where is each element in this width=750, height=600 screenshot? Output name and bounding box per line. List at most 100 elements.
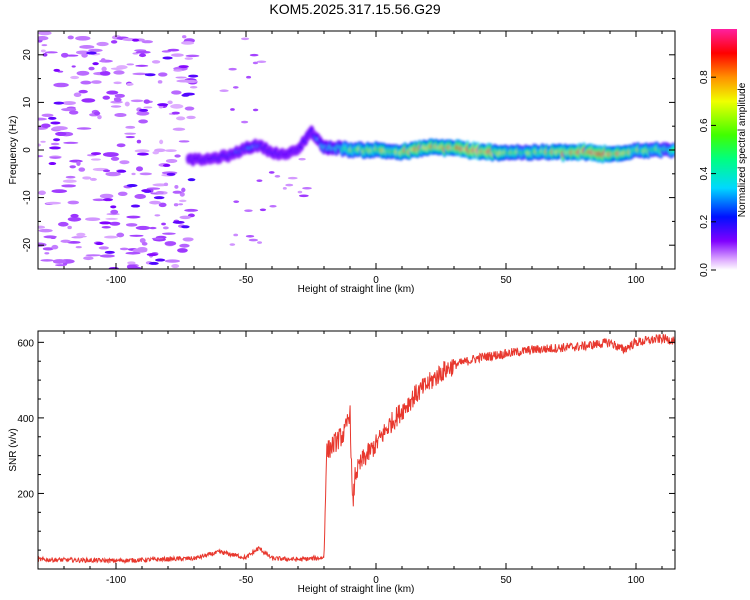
y-bottom-tick-label: 200 (17, 489, 34, 500)
heatmap-noise-blob (166, 172, 176, 176)
x-top-tick-label: -100 (106, 275, 126, 286)
heatmap-noise-blob (158, 202, 167, 208)
x-bottom-tick-label: -50 (239, 575, 254, 586)
heatmap-noise-blob (38, 190, 46, 196)
x-ticks-top: -100 -50 0 50 100 (37, 31, 663, 286)
heatmap-noise-blob (141, 241, 148, 246)
heatmap-noise-blob (96, 41, 109, 47)
heatmap-noise-blob (170, 104, 184, 109)
heatmap-noise-blob (151, 60, 161, 64)
heatmap-noise-blob (155, 258, 166, 262)
heatmap-noise-blob (38, 36, 49, 41)
heatmap-noise-blob (48, 162, 57, 166)
heatmap-noise-blob (172, 127, 186, 131)
snr-series-line (38, 333, 675, 565)
heatmap-noise-blob (248, 238, 259, 242)
heatmap-noise-blob (172, 220, 185, 224)
heatmap-noise-blob (124, 101, 130, 107)
heatmap-noise-blob (178, 65, 189, 69)
heatmap-noise-blob (88, 48, 103, 52)
heatmap-noise-blob (67, 35, 74, 40)
heatmap-noise-blob (229, 243, 236, 246)
x-bottom-tick-label: 0 (373, 575, 379, 586)
colorbar-tick-label: 0.8 (699, 70, 710, 84)
heatmap-noise-blob (187, 178, 196, 182)
heatmap-noise-blob (89, 177, 97, 181)
heatmap-noise-blob (174, 185, 179, 189)
heatmap-noise-blob (149, 200, 162, 205)
heatmap-noise-blob (113, 70, 125, 75)
heatmap-noise-blob (259, 208, 267, 212)
heatmap-noise-blob (175, 116, 186, 121)
heatmap-noise-blob (114, 93, 125, 98)
y-top-tick-label: 10 (22, 96, 33, 108)
heatmap-noise-blob (158, 72, 168, 77)
heatmap-noise-blob (233, 233, 239, 237)
colorbar-tick-label: 0.0 (699, 263, 710, 277)
heatmap-noise-blob (88, 66, 95, 71)
heatmap-noise-blob (40, 49, 46, 53)
heatmap-noise-blob (105, 171, 121, 177)
heatmap-noise-blob (67, 200, 80, 205)
heatmap-noise-blob (125, 125, 136, 129)
heatmap-noise-blob (38, 155, 44, 158)
heatmap-noise-blob (75, 35, 91, 41)
heatmap-noise-blob (117, 191, 128, 197)
heatmap-noise-blob (38, 31, 52, 36)
heatmap-noise-blob (274, 174, 281, 178)
heatmap-noise-blob (101, 66, 107, 72)
y-top-tick-label: -20 (22, 238, 33, 253)
heatmap-noise-blob (75, 50, 90, 55)
heatmap-noise-blob (182, 35, 187, 39)
heatmap-noise-blob (116, 143, 126, 148)
heatmap-ridge (185, 125, 675, 167)
heatmap-noise-blob (125, 135, 136, 139)
heatmap-noise-blob (62, 179, 77, 183)
snr-panel: -100 -50 0 50 100 200 400 600 Height of straig… (8, 330, 676, 595)
heatmap-noise-blob (152, 151, 160, 155)
colorbar: 0.0 0.2 0.4 0.6 0.8 Normalized spectral ampl… (699, 29, 748, 277)
heatmap-noise-blob (162, 163, 171, 167)
heatmap-noise-blob (148, 226, 157, 230)
heatmap-noise-blob (38, 225, 46, 229)
heatmap-noise-blob (232, 86, 239, 89)
heatmap-noise-blob (81, 98, 96, 103)
x-axis-label-top: Height of straight line (km) (298, 284, 415, 295)
heatmap-noise-blob (83, 256, 94, 261)
heatmap-noise-blob (177, 248, 188, 253)
heatmap-noise-blob (269, 204, 277, 208)
heatmap-noise-blob (41, 123, 51, 128)
heatmap-noise-blob (143, 99, 150, 104)
heatmap-layer (38, 31, 675, 269)
heatmap-noise-blob (132, 38, 140, 42)
heatmap-noise-blob (90, 152, 102, 156)
heatmap-noise-blob (153, 196, 165, 200)
heatmap-noise-blob (62, 101, 76, 106)
heatmap-noise-blob (110, 40, 118, 44)
heatmap-noise-blob (246, 75, 252, 79)
heatmap-noise-blob (141, 40, 154, 44)
x-top-tick-label: 100 (628, 275, 645, 286)
heatmap-noise-blob (167, 48, 180, 52)
heatmap-noise-blob (135, 64, 149, 67)
heatmap-noise-blob (240, 37, 250, 41)
heatmap-noise-blob (41, 113, 54, 117)
heatmap-noise-blob (287, 176, 298, 180)
heatmap-noise-blob (50, 121, 61, 125)
heatmap-noise-blob (70, 75, 80, 80)
heatmap-noise-blob (78, 167, 86, 172)
heatmap-noise-blob (60, 52, 69, 58)
heatmap-noise-blob (110, 209, 119, 215)
y-top-tick-label: -10 (22, 190, 33, 205)
heatmap-noise-blob (110, 156, 120, 161)
heatmap-noise-blob (98, 246, 109, 250)
heatmap-noise-blob (90, 158, 101, 161)
y-bottom-tick-label: 600 (17, 338, 34, 349)
heatmap-noise-blob (61, 184, 77, 188)
heatmap-noise-blob (100, 58, 106, 63)
heatmap-noise-blob (63, 141, 79, 144)
heatmap-noise-blob (67, 216, 82, 222)
heatmap-noise-blob (109, 221, 121, 226)
heatmap-noise-blob (53, 138, 61, 142)
heatmap-noise-blob (141, 189, 151, 193)
